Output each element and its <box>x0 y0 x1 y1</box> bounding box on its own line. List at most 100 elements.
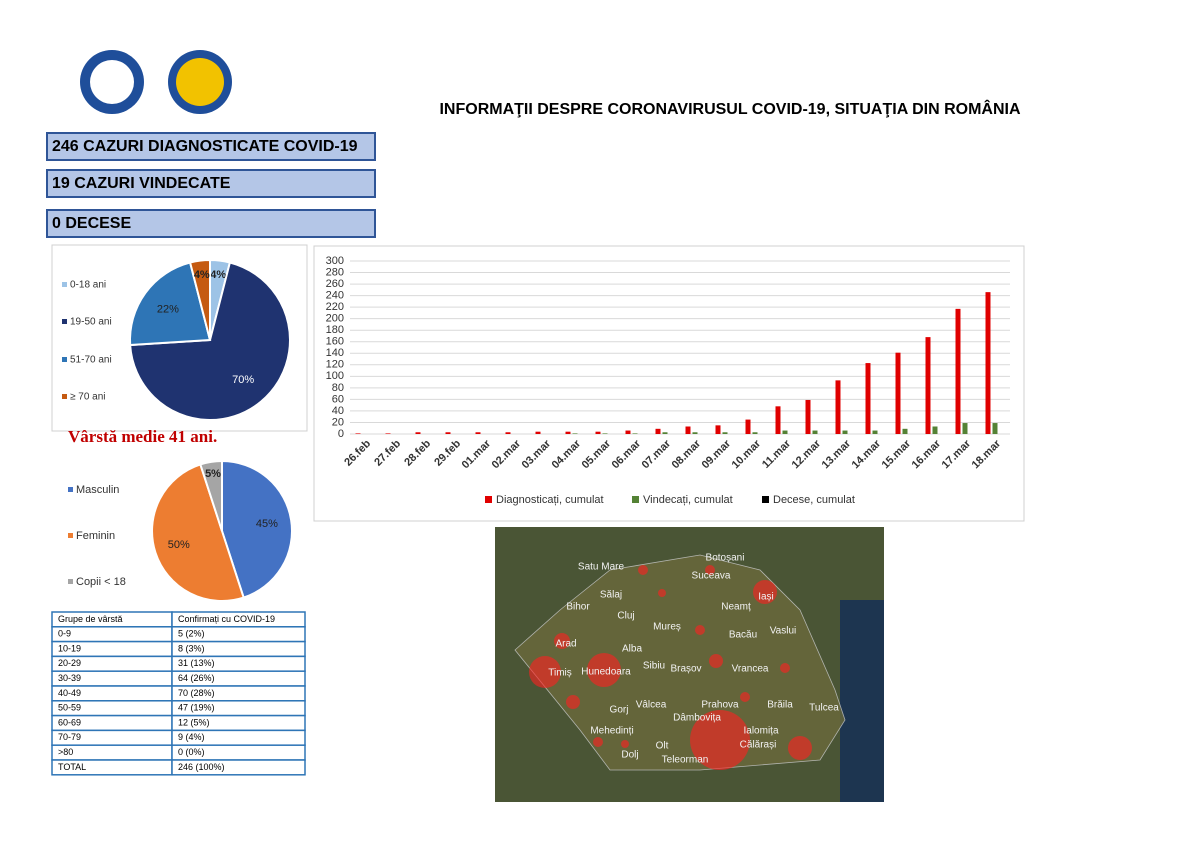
stat-text: 246 CAZURI DIAGNOSTICATE COVID-19 <box>52 138 358 155</box>
table-text: 12 (5%) <box>178 717 210 727</box>
y-tick-label: 200 <box>326 313 344 325</box>
county-label: Brăila <box>767 700 793 711</box>
county-label: Brașov <box>670 664 701 675</box>
pie-slice <box>199 459 223 532</box>
bar <box>955 308 961 434</box>
legend-swatch <box>62 394 67 399</box>
bar <box>625 430 631 434</box>
table-text: Confirmați cu COVID-19 <box>178 614 275 624</box>
table-text: 20-29 <box>58 658 81 668</box>
legend-swatch <box>62 282 67 287</box>
table-text: 10-19 <box>58 643 81 653</box>
bar <box>722 432 728 434</box>
page-title: INFORMAŢII DESPRE CORONAVIRUSUL COVID-19… <box>439 99 1021 118</box>
y-tick-label: 300 <box>326 255 344 267</box>
hotspot <box>593 737 603 747</box>
y-tick-label: 100 <box>326 370 344 382</box>
map-country <box>514 554 846 771</box>
bar <box>355 433 361 434</box>
y-tick-label: 220 <box>326 301 344 313</box>
legend-swatch <box>68 487 73 492</box>
slice-label: 4% <box>194 269 210 281</box>
bar <box>775 406 781 434</box>
y-tick-label: 80 <box>332 382 344 394</box>
table-text: 50-59 <box>58 703 81 713</box>
y-tick-label: 180 <box>326 324 344 336</box>
hotspot <box>554 633 570 649</box>
pie-slice <box>188 258 211 341</box>
table-text: 47 (19%) <box>178 703 215 713</box>
county-label: Sălaj <box>600 590 622 601</box>
county-label: Timiș <box>548 668 572 679</box>
legend-label: ≥ 70 ani <box>70 392 106 403</box>
hotspot <box>753 580 777 604</box>
bar <box>902 428 908 434</box>
y-tick-label: 120 <box>326 359 344 371</box>
slice-label: 50% <box>168 539 190 551</box>
bar <box>962 423 968 434</box>
bar <box>865 363 871 434</box>
legend-label: 51-70 ani <box>70 355 112 366</box>
y-tick-label: 240 <box>326 290 344 302</box>
legend-swatch <box>762 496 769 503</box>
hotspot <box>690 710 750 770</box>
bar <box>505 432 511 434</box>
bar <box>535 431 541 434</box>
table-cell <box>171 759 306 776</box>
county-label: Vaslui <box>770 626 797 637</box>
legend-swatch <box>485 496 492 503</box>
legend-label: Diagnosticați, cumulat <box>496 494 604 506</box>
county-label: Suceava <box>692 571 731 582</box>
slice-label: 22% <box>157 303 179 315</box>
bar <box>992 423 998 434</box>
hotspot <box>780 663 790 673</box>
table-text: 64 (26%) <box>178 673 215 683</box>
county-label: Vrancea <box>732 664 769 675</box>
table-text: TOTAL <box>58 762 86 772</box>
hotspot <box>788 736 812 760</box>
table-text: 70-79 <box>58 732 81 742</box>
y-tick-label: 0 <box>338 428 344 440</box>
hotspot <box>529 656 561 688</box>
legend-label: 19-50 ani <box>70 317 112 328</box>
y-tick-label: 60 <box>332 393 344 405</box>
slice-label: 45% <box>256 518 278 530</box>
table-text: 30-39 <box>58 673 81 683</box>
county-label: Prahova <box>701 700 739 711</box>
pie-slice <box>129 261 291 421</box>
bar <box>595 431 601 434</box>
bar <box>445 432 451 434</box>
bar <box>835 380 841 434</box>
bar <box>985 292 991 434</box>
logo-inner <box>176 58 224 106</box>
pie-subtitle: Vârstă medie 41 ani. <box>68 427 217 446</box>
county-label: Bacău <box>729 630 757 641</box>
legend-label: Decese, cumulat <box>773 494 855 506</box>
legend-label: Vindecați, cumulat <box>643 494 733 506</box>
county-label: Călărași <box>740 740 777 751</box>
county-label: Alba <box>622 644 642 655</box>
hotspot <box>709 654 723 668</box>
bar <box>745 419 751 434</box>
county-label: Tulcea <box>809 703 839 714</box>
bar <box>692 432 698 434</box>
table-text: 246 (100%) <box>178 762 225 772</box>
county-label: Neamț <box>721 602 751 613</box>
hotspot <box>638 565 648 575</box>
slice-label: 70% <box>232 374 254 386</box>
bar <box>872 430 878 434</box>
legend-label: Feminin <box>76 530 115 542</box>
slice-label: 5% <box>205 468 221 480</box>
y-tick-label: 280 <box>326 266 344 278</box>
y-tick-label: 20 <box>332 416 344 428</box>
bar <box>715 425 721 434</box>
hotspot <box>705 565 715 575</box>
county-label: Botoșani <box>706 553 745 564</box>
slice-label: 4% <box>210 269 226 281</box>
county-label: Gorj <box>610 705 629 716</box>
bar <box>805 399 811 434</box>
bar <box>475 432 481 434</box>
bar <box>782 430 788 434</box>
legend-swatch <box>62 319 67 324</box>
y-tick-label: 160 <box>326 336 344 348</box>
